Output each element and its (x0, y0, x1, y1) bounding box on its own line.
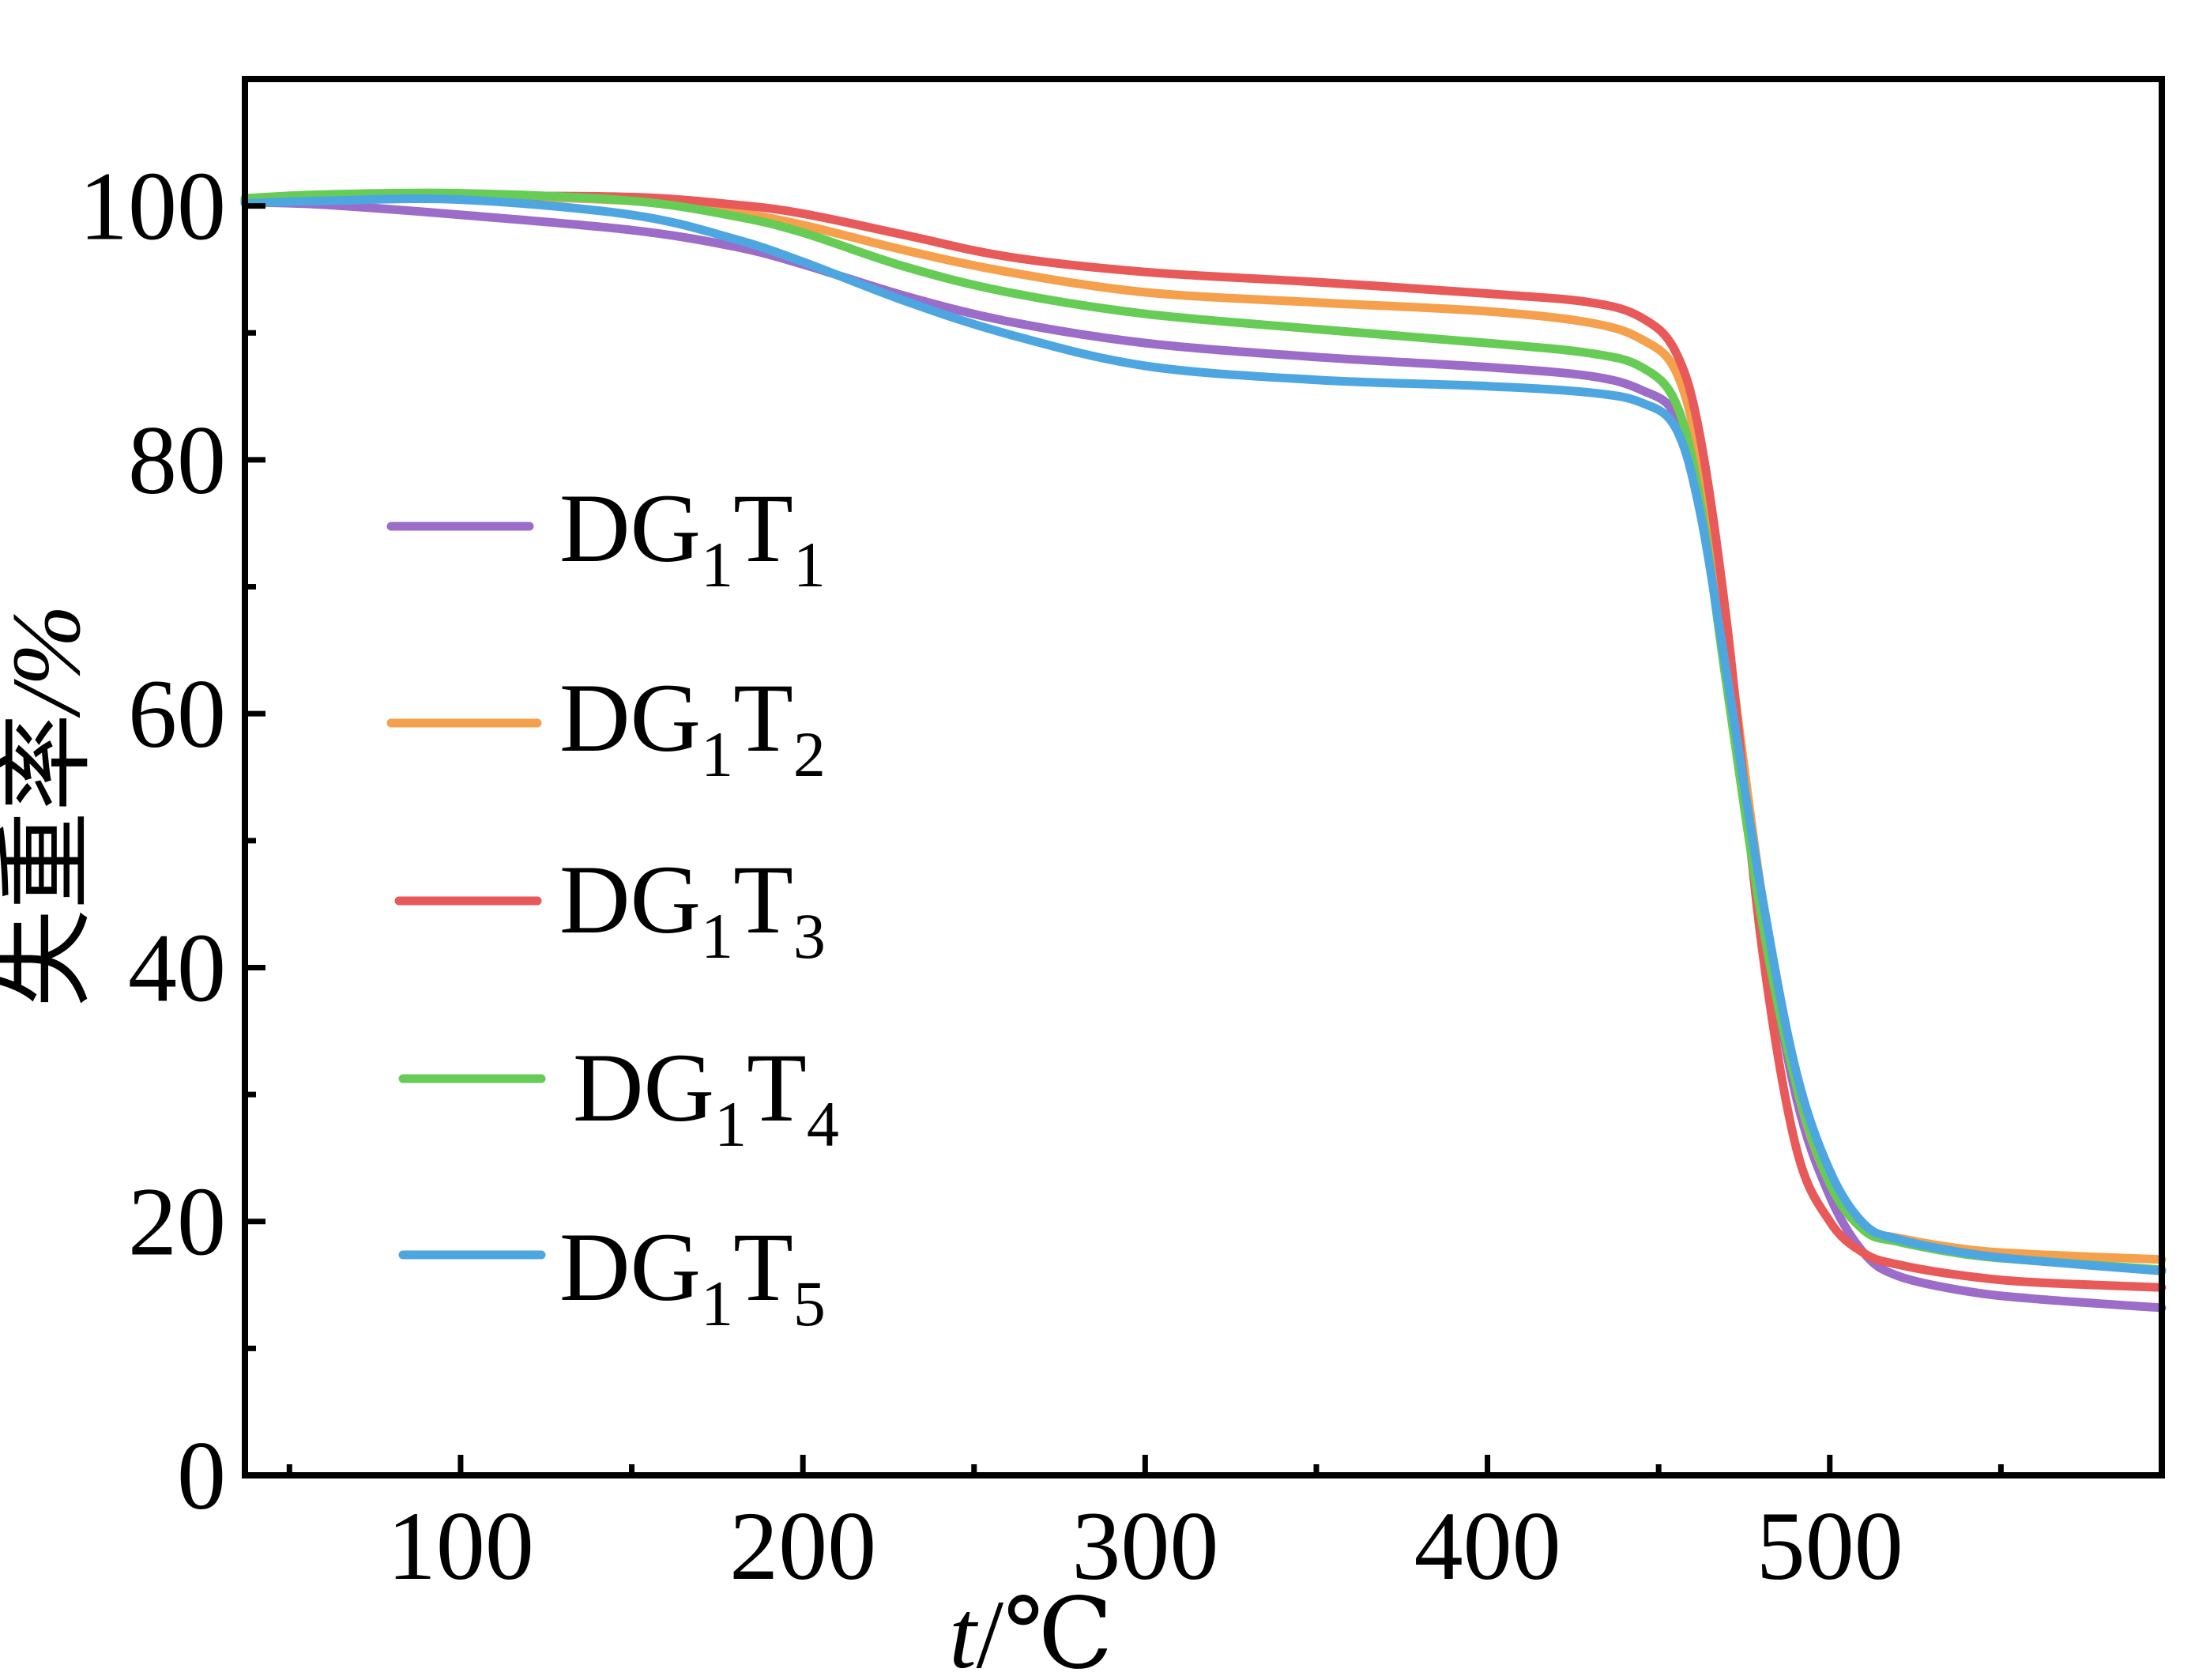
legend-label-t: T (733, 846, 793, 954)
legend-label-main: DG (559, 664, 701, 772)
legend-label-sub: 1 (701, 900, 733, 972)
legend-label-sub: 3 (793, 900, 826, 972)
legend-label-sub: 4 (807, 1088, 839, 1160)
y-axis-title-text: 失重率 (0, 714, 100, 1008)
x-tick-labels: 100 200 300 400 500 (387, 1492, 1903, 1600)
legend-label-sub: 1 (714, 1088, 747, 1160)
series-line-1 (240, 198, 2167, 1313)
plot-frame (242, 76, 2165, 1478)
legend-label-1: DG1T1 (559, 474, 826, 601)
y-tick-label: 20 (128, 1168, 226, 1276)
legend-label-sub: 1 (701, 529, 733, 601)
legend-label-main: DG (573, 1034, 714, 1142)
legend-label-sub: 5 (793, 1268, 826, 1339)
x-tick-label: 200 (729, 1492, 876, 1600)
y-tick-label: 0 (177, 1422, 226, 1530)
y-tick-label: 80 (128, 406, 226, 514)
x-axis-title: t/℃ (949, 1580, 1113, 1680)
series-lines (240, 188, 2167, 1313)
legend-label-2: DG1T2 (559, 664, 826, 790)
y-tick-labels: 0 20 40 60 80 100 (79, 153, 226, 1530)
legend-label-t: T (733, 474, 793, 582)
x-tick-label: 300 (1071, 1492, 1218, 1600)
x-tick-label: 500 (1756, 1492, 1903, 1600)
x-axis-title-italic: t (949, 1580, 978, 1680)
legend-label-5: DG1T5 (559, 1213, 826, 1339)
legend-label-sub: 1 (701, 1268, 733, 1339)
legend-label-t: T (733, 1213, 793, 1321)
series-line-4 (240, 188, 2167, 1275)
legend-label-t: T (733, 664, 793, 772)
axis-ticks (245, 203, 2004, 1475)
y-axis-title-unit: /% (0, 605, 100, 718)
legend-label-3: DG1T3 (559, 846, 826, 972)
y-tick-label: 60 (128, 660, 226, 768)
legend-label-t: T (747, 1034, 807, 1142)
y-tick-label: 40 (128, 913, 226, 1022)
y-tick-label: 100 (79, 153, 226, 261)
legend-label-main: DG (559, 846, 701, 954)
x-tick-label: 100 (387, 1492, 534, 1600)
x-axis-title-unit: /℃ (977, 1580, 1113, 1680)
legend-label-main: DG (559, 1213, 701, 1321)
y-axis-title: 失重率/% (0, 605, 100, 1008)
series-line-5 (240, 194, 2167, 1275)
legend-label-sub: 1 (793, 529, 826, 601)
legend-label-sub: 2 (793, 718, 826, 790)
series-line-3 (240, 190, 2167, 1292)
legend-label-main: DG (559, 474, 701, 582)
legend-label-4: DG1T4 (573, 1034, 839, 1160)
x-tick-label: 400 (1414, 1492, 1561, 1600)
legend-label-sub: 1 (701, 718, 733, 790)
